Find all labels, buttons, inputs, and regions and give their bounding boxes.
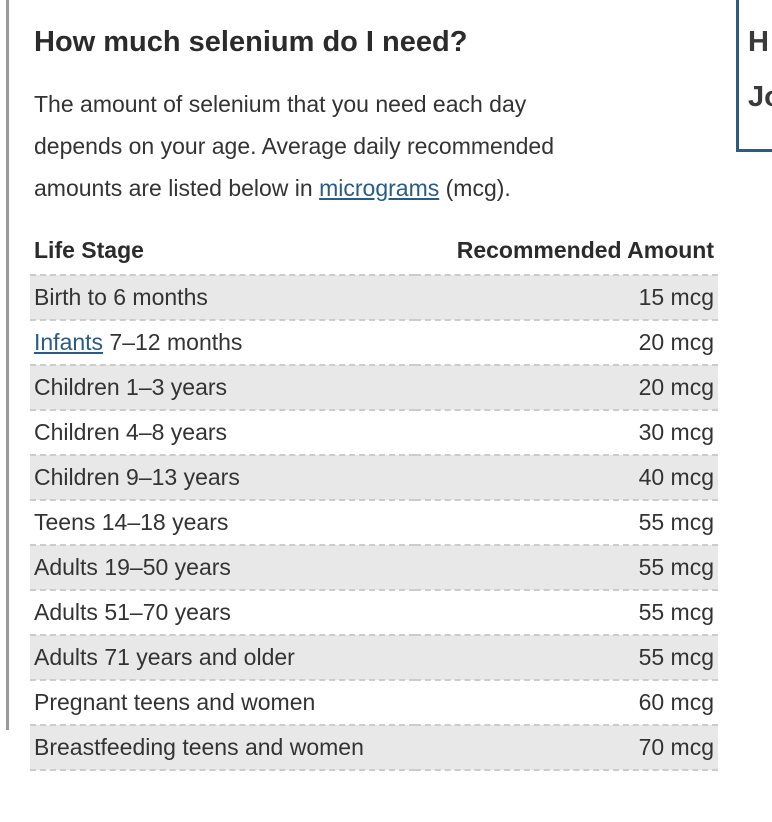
amount-cell: 55 mcg (415, 500, 718, 546)
table-row: Teens 14–18 years 55 mcg (30, 500, 718, 546)
recommended-amounts-table: Life Stage Recommended Amount Birth to 6… (30, 231, 718, 771)
amount-cell: 30 mcg (415, 410, 718, 456)
amount-cell: 40 mcg (415, 455, 718, 501)
intro-paragraph: The amount of selenium that you need eac… (34, 83, 684, 209)
intro-text-before-link: The amount of selenium that you need eac… (34, 91, 554, 201)
column-header-recommended-amount: Recommended Amount (415, 231, 718, 276)
amount-cell: 55 mcg (415, 590, 718, 636)
life-stage-cell: Breastfeeding teens and women (30, 725, 416, 771)
amount-cell: 60 mcg (415, 680, 718, 726)
related-box-line1: H (748, 26, 769, 58)
table-header-row: Life Stage Recommended Amount (30, 231, 718, 276)
table-body: Birth to 6 months 15 mcg Infants 7–12 mont… (30, 275, 718, 771)
table-row: Adults 51–70 years 55 mcg (30, 590, 718, 636)
table-header: Life Stage Recommended Amount (30, 231, 718, 276)
amount-cell: 70 mcg (415, 725, 718, 771)
life-stage-cell: Adults 71 years and older (30, 635, 416, 681)
table-row: Children 4–8 years 30 mcg (30, 410, 718, 456)
table-row: Children 9–13 years 40 mcg (30, 455, 718, 501)
related-box-line2: Jo (748, 81, 772, 113)
column-header-life-stage: Life Stage (30, 231, 416, 276)
table-row: Pregnant teens and women 60 mcg (30, 680, 718, 726)
related-info-box: H Jo (736, 0, 772, 152)
table-row: Birth to 6 months 15 mcg (30, 275, 718, 321)
micrograms-link[interactable]: micrograms (319, 175, 440, 201)
amount-cell: 55 mcg (415, 545, 718, 591)
section-heading: How much selenium do I need? (34, 26, 468, 58)
life-stage-cell: Birth to 6 months (30, 275, 416, 321)
life-stage-cell: Teens 14–18 years (30, 500, 416, 546)
life-stage-cell: Infants 7–12 months (30, 320, 416, 366)
amount-cell: 55 mcg (415, 635, 718, 681)
infants-link[interactable]: Infants (34, 329, 104, 355)
life-stage-cell: Children 4–8 years (30, 410, 416, 456)
intro-text-after-link: (mcg). (439, 175, 511, 201)
table-row: Adults 19–50 years 55 mcg (30, 545, 718, 591)
life-stage-cell: Adults 51–70 years (30, 590, 416, 636)
life-stage-cell: Children 1–3 years (30, 365, 416, 411)
life-stage-cell: Adults 19–50 years (30, 545, 416, 591)
left-vertical-rule (6, 0, 9, 730)
table-row: Infants 7–12 months 20 mcg (30, 320, 718, 366)
amount-cell: 20 mcg (415, 320, 718, 366)
table-row: Adults 71 years and older 55 mcg (30, 635, 718, 681)
life-stage-cell: Children 9–13 years (30, 455, 416, 501)
table-row: Breastfeeding teens and women 70 mcg (30, 725, 718, 771)
table-row: Children 1–3 years 20 mcg (30, 365, 718, 411)
amount-cell: 15 mcg (415, 275, 718, 321)
amount-cell: 20 mcg (415, 365, 718, 411)
content-area: How much selenium do I need? The amount … (30, 0, 718, 771)
life-stage-cell: Pregnant teens and women (30, 680, 416, 726)
